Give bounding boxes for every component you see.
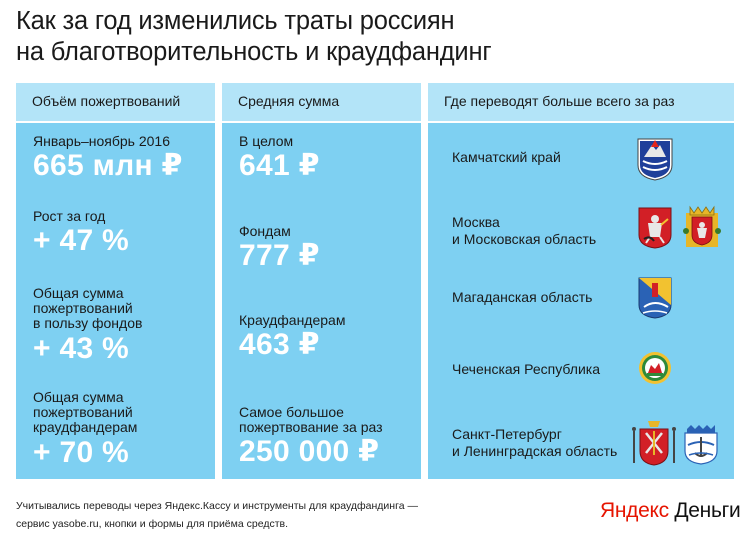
funds-growth-label: Общая сумма пожертвований в пользу фондо… xyxy=(33,286,142,331)
magadan-coat-of-arms-icon xyxy=(638,277,672,319)
total-average-label: В целом xyxy=(239,133,294,149)
moscow-oblast-coat-of-arms-icon xyxy=(683,205,721,247)
region-kamchatka: Камчатский край xyxy=(452,149,561,166)
region-magadan: Магаданская область xyxy=(452,289,592,306)
region-name: Магаданская область xyxy=(452,289,593,305)
top-regions-header: Где переводят больше всего за раз xyxy=(428,83,734,121)
label-line: Общая сумма xyxy=(33,389,124,405)
moscow-coat-of-arms-icon xyxy=(638,207,672,249)
chechnya-emblem-icon xyxy=(639,352,671,384)
donation-volume-panel: Объём пожертвований Январь–ноябрь 2016 6… xyxy=(16,83,215,479)
label-line: Самое большое xyxy=(239,404,344,420)
average-amount-header: Средняя сумма xyxy=(222,83,421,121)
header-divider xyxy=(16,121,215,123)
logo-money-text: Деньги xyxy=(668,499,741,522)
growth-value: + 47 % xyxy=(33,224,130,257)
region-name: и Московская область xyxy=(452,231,597,247)
funds-average-label: Фондам xyxy=(239,223,291,239)
crowd-average-label: Краудфандерам xyxy=(239,312,346,328)
crowd-growth-value: + 70 % xyxy=(33,436,130,469)
max-donation-label: Самое большое пожертвование за раз xyxy=(239,405,383,435)
label-line: пожертвований xyxy=(33,300,133,316)
region-moscow: Москва и Московская область xyxy=(452,214,596,248)
footnote-line: Учитывались переводы через Яндекс.Кассу … xyxy=(16,500,418,512)
max-donation-value: 250 000 ₽ xyxy=(239,435,380,468)
region-chechnya: Чеченская Республика xyxy=(452,361,600,378)
label-line: пожертвование за раз xyxy=(239,419,383,435)
region-name: Камчатский край xyxy=(452,149,561,165)
yandex-money-logo: Яндекс Деньги xyxy=(600,499,741,523)
region-name: Москва xyxy=(452,214,500,230)
title-line-2: на благотворительность и краудфандинг xyxy=(16,38,492,66)
funds-average-value: 777 ₽ xyxy=(239,239,320,272)
label-line: Общая сумма xyxy=(33,285,124,301)
region-saint-petersburg: Санкт-Петербург и Ленинградская область xyxy=(452,426,617,460)
logo-yandex-text: Яндекс xyxy=(600,499,669,522)
header-divider xyxy=(428,121,734,123)
top-regions-panel: Где переводят больше всего за раз Камчат… xyxy=(428,83,734,479)
leningrad-oblast-coat-of-arms-icon xyxy=(684,425,718,465)
growth-label: Рост за год xyxy=(33,208,106,224)
region-name: и Ленинградская область xyxy=(452,443,618,459)
funds-growth-value: + 43 % xyxy=(33,332,130,365)
footnote: Учитывались переводы через Яндекс.Кассу … xyxy=(16,497,436,533)
title-line-1: Как за год изменились траты россиян xyxy=(16,7,455,35)
crowd-growth-label: Общая сумма пожертвований краудфандерам xyxy=(33,390,137,435)
region-name: Санкт-Петербург xyxy=(452,426,562,442)
saint-petersburg-coat-of-arms-icon xyxy=(632,421,676,466)
period-value: 665 млн ₽ xyxy=(33,149,183,182)
total-average-value: 641 ₽ xyxy=(239,149,320,182)
region-name: Чеченская Республика xyxy=(452,361,600,377)
label-line: пожертвований xyxy=(33,404,133,420)
label-line: в пользу фондов xyxy=(33,315,143,331)
label-line: краудфандерам xyxy=(33,419,138,435)
header-divider xyxy=(222,121,421,123)
crowd-average-value: 463 ₽ xyxy=(239,328,320,361)
page-title: Как за год изменились траты россиян на б… xyxy=(16,6,736,68)
donation-volume-header: Объём пожертвований xyxy=(16,83,215,121)
kamchatka-coat-of-arms-icon xyxy=(637,138,673,181)
average-amount-panel: Средняя сумма В целом 641 ₽ Фондам 777 ₽… xyxy=(222,83,421,479)
footnote-line: сервис yasobe.ru, кнопки и формы для при… xyxy=(16,518,289,530)
period-label: Январь–ноябрь 2016 xyxy=(33,133,171,149)
